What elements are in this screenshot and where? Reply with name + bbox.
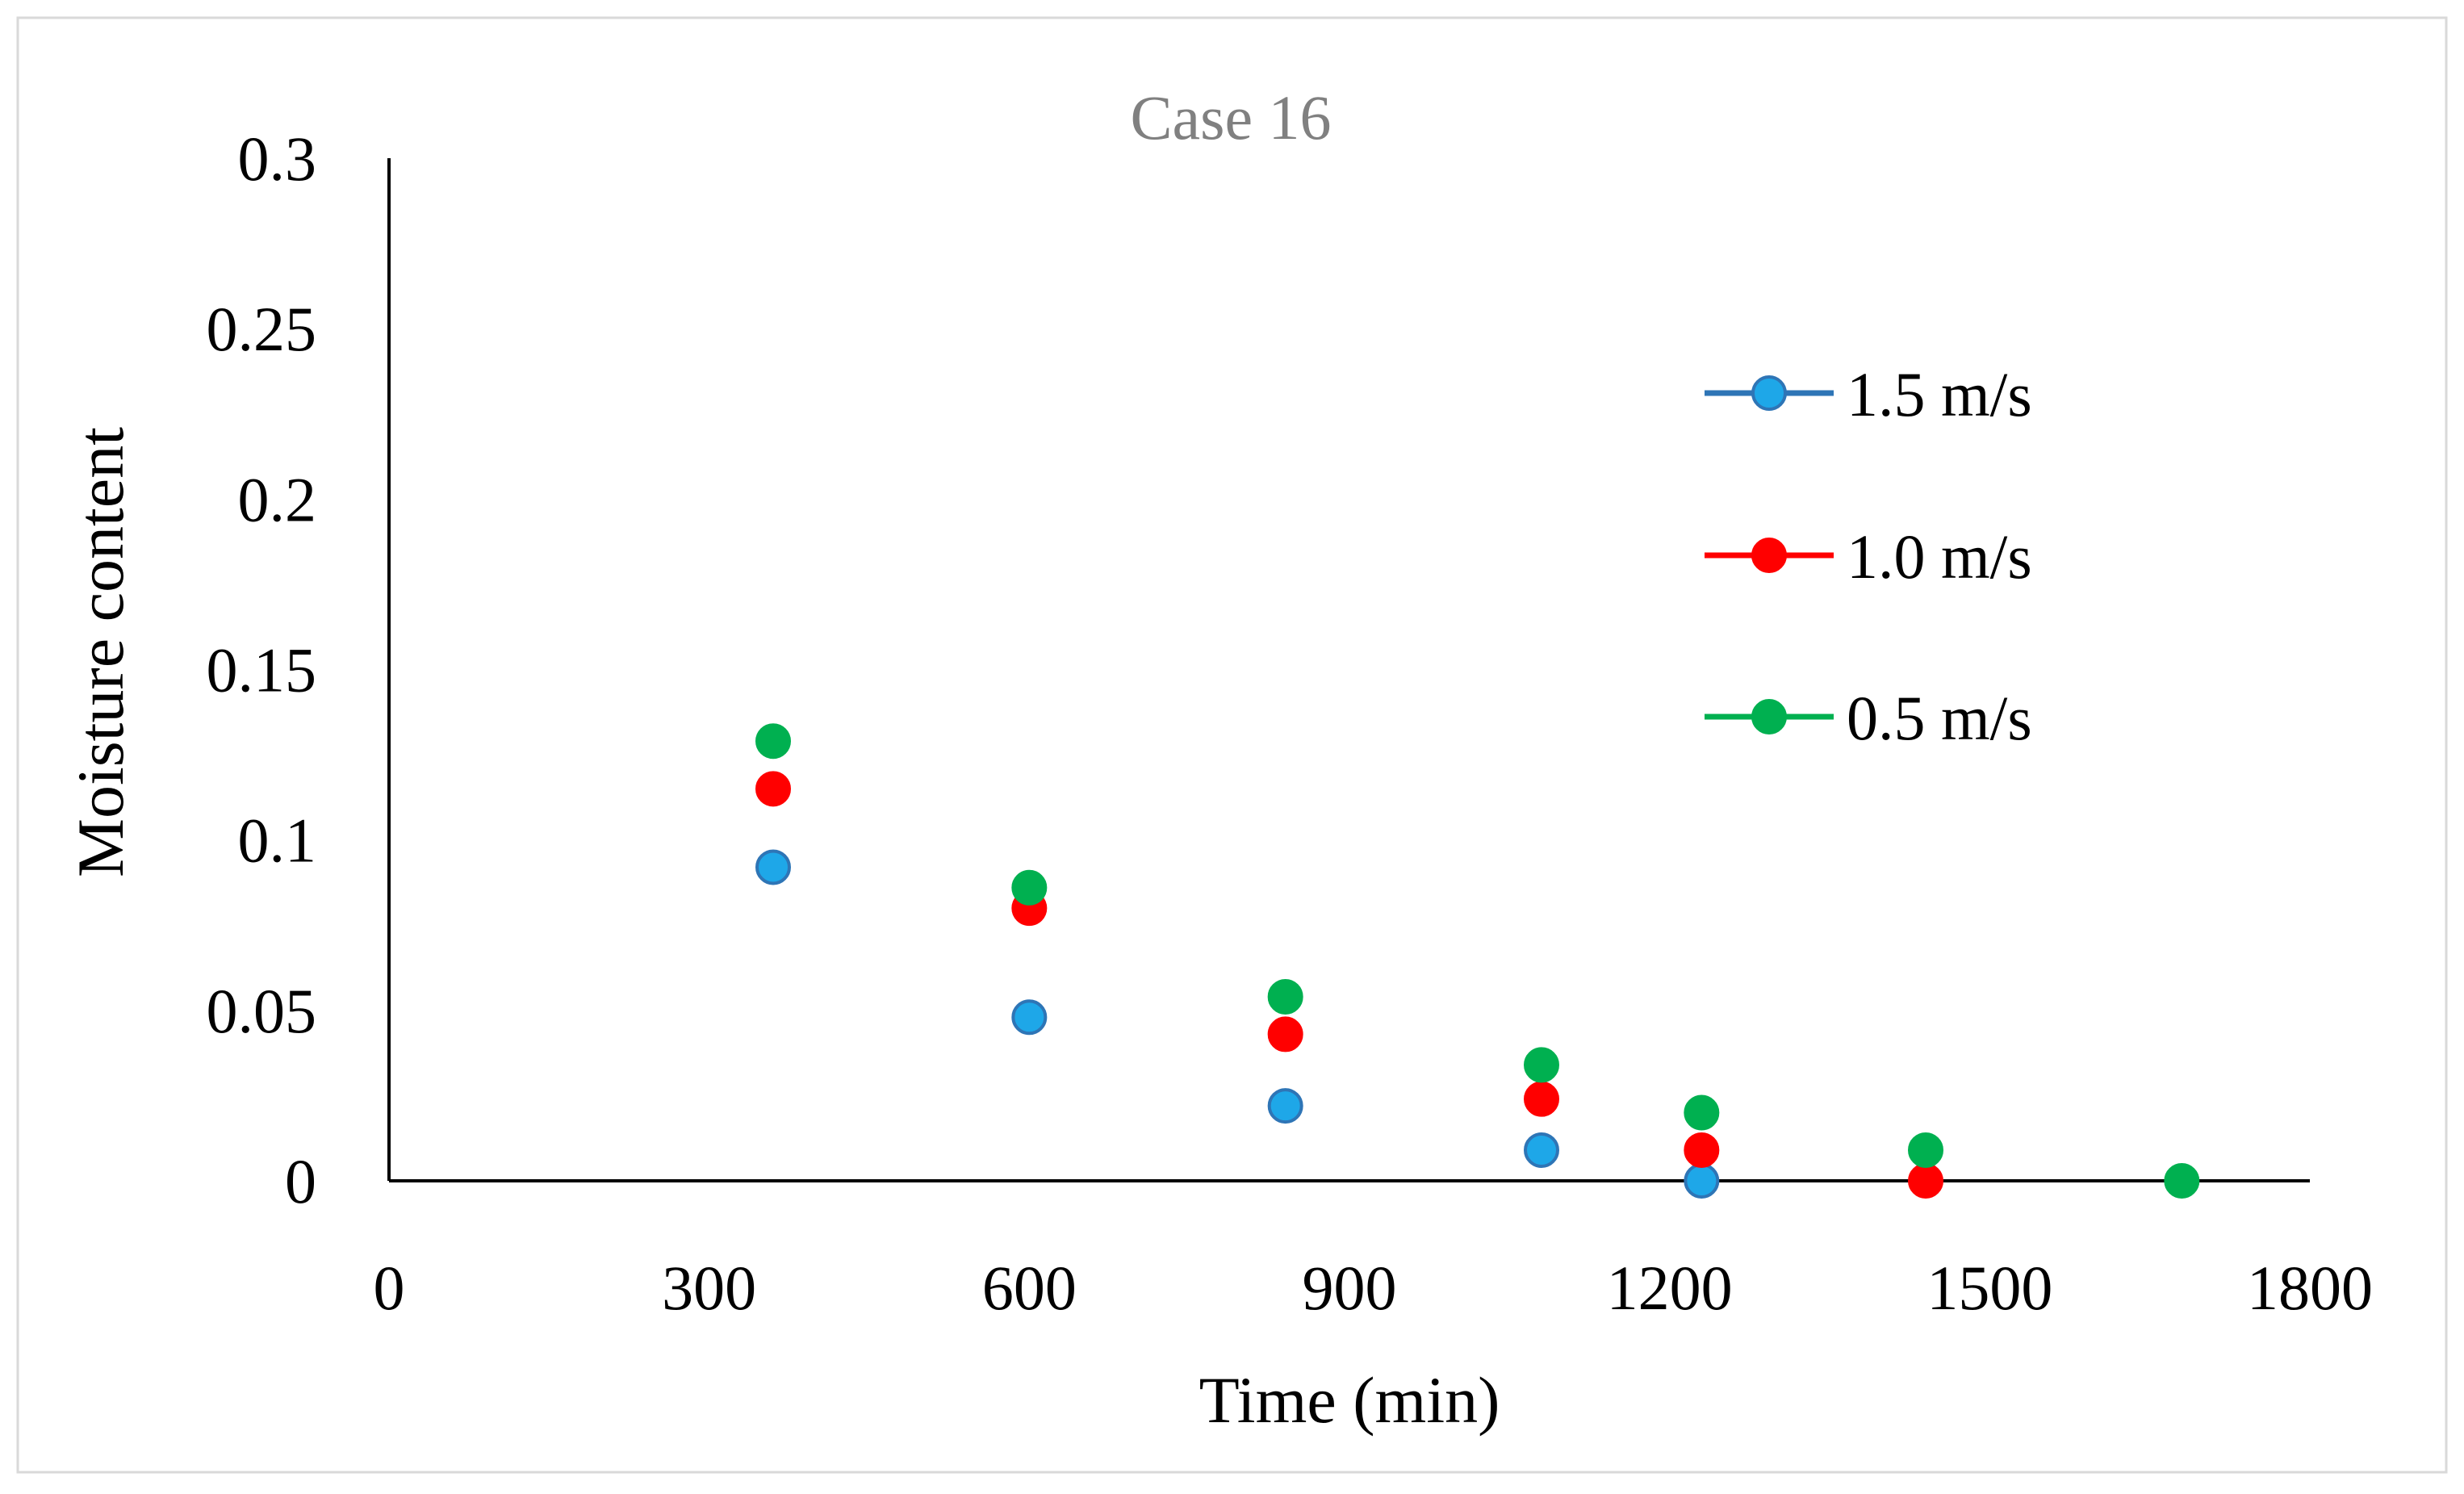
legend-label: 1.0 m/s xyxy=(1847,521,2032,592)
data-point xyxy=(1267,978,1303,1015)
data-point xyxy=(1684,1094,1720,1131)
x-tick-labels: 0 300 600 900 1200 1500 1800 xyxy=(374,1253,2374,1323)
y-tick-label: 0.3 xyxy=(238,123,317,194)
data-point xyxy=(1267,1016,1303,1052)
x-tick-label: 600 xyxy=(982,1253,1077,1323)
y-tick-label: 0.15 xyxy=(207,635,317,705)
y-axis-label: Moisture content xyxy=(64,427,137,877)
data-point xyxy=(1684,1163,1720,1199)
legend-item: 0.5 m/s xyxy=(1705,683,2032,753)
x-axis-label: Time (min) xyxy=(1199,1363,1500,1437)
y-tick-label: 0.1 xyxy=(238,806,317,876)
data-point xyxy=(1684,1132,1720,1168)
x-tick-label: 1500 xyxy=(1926,1253,2052,1323)
data-point xyxy=(1908,1163,1943,1199)
x-tick-label: 300 xyxy=(662,1253,756,1323)
x-tick-label: 900 xyxy=(1303,1253,1397,1323)
y-tick-label: 0.05 xyxy=(207,976,317,1046)
legend-label: 1.5 m/s xyxy=(1847,359,2032,429)
data-point xyxy=(2164,1163,2200,1199)
x-tick-label: 1800 xyxy=(2247,1253,2373,1323)
data-point xyxy=(1011,999,1048,1036)
series-1 xyxy=(755,771,1943,1199)
legend-marker xyxy=(1751,375,1787,411)
y-tick-label: 0.2 xyxy=(238,464,317,534)
legend-label: 0.5 m/s xyxy=(1847,683,2032,753)
data-point xyxy=(1524,1132,1559,1168)
legend-item: 1.5 m/s xyxy=(1705,359,2032,429)
legend-marker xyxy=(1751,538,1787,573)
series-2 xyxy=(755,723,2200,1199)
chart-border xyxy=(16,16,2448,1474)
y-tick-label: 0 xyxy=(285,1146,316,1216)
data-points xyxy=(755,723,2200,1199)
legend-item: 1.0 m/s xyxy=(1705,521,2032,592)
legend-marker xyxy=(1751,699,1787,734)
y-tick-label: 0.25 xyxy=(207,294,317,364)
data-point xyxy=(755,723,791,760)
x-tick-label: 1200 xyxy=(1607,1253,1733,1323)
y-tick-labels: 0 0.05 0.1 0.15 0.2 0.25 0.3 xyxy=(207,123,317,1216)
chart-title: Case 16 xyxy=(1130,82,1331,153)
data-point xyxy=(1524,1081,1559,1117)
axes xyxy=(387,158,2310,1182)
data-point xyxy=(1267,1088,1303,1124)
data-point xyxy=(755,849,791,885)
data-point xyxy=(1011,869,1048,906)
legend: 1.5 m/s 1.0 m/s 0.5 m/s xyxy=(1705,359,2032,753)
data-point xyxy=(755,771,791,807)
x-tick-label: 0 xyxy=(374,1253,405,1323)
data-point xyxy=(1524,1047,1559,1083)
series-0 xyxy=(755,849,1720,1199)
data-point xyxy=(1908,1132,1943,1168)
